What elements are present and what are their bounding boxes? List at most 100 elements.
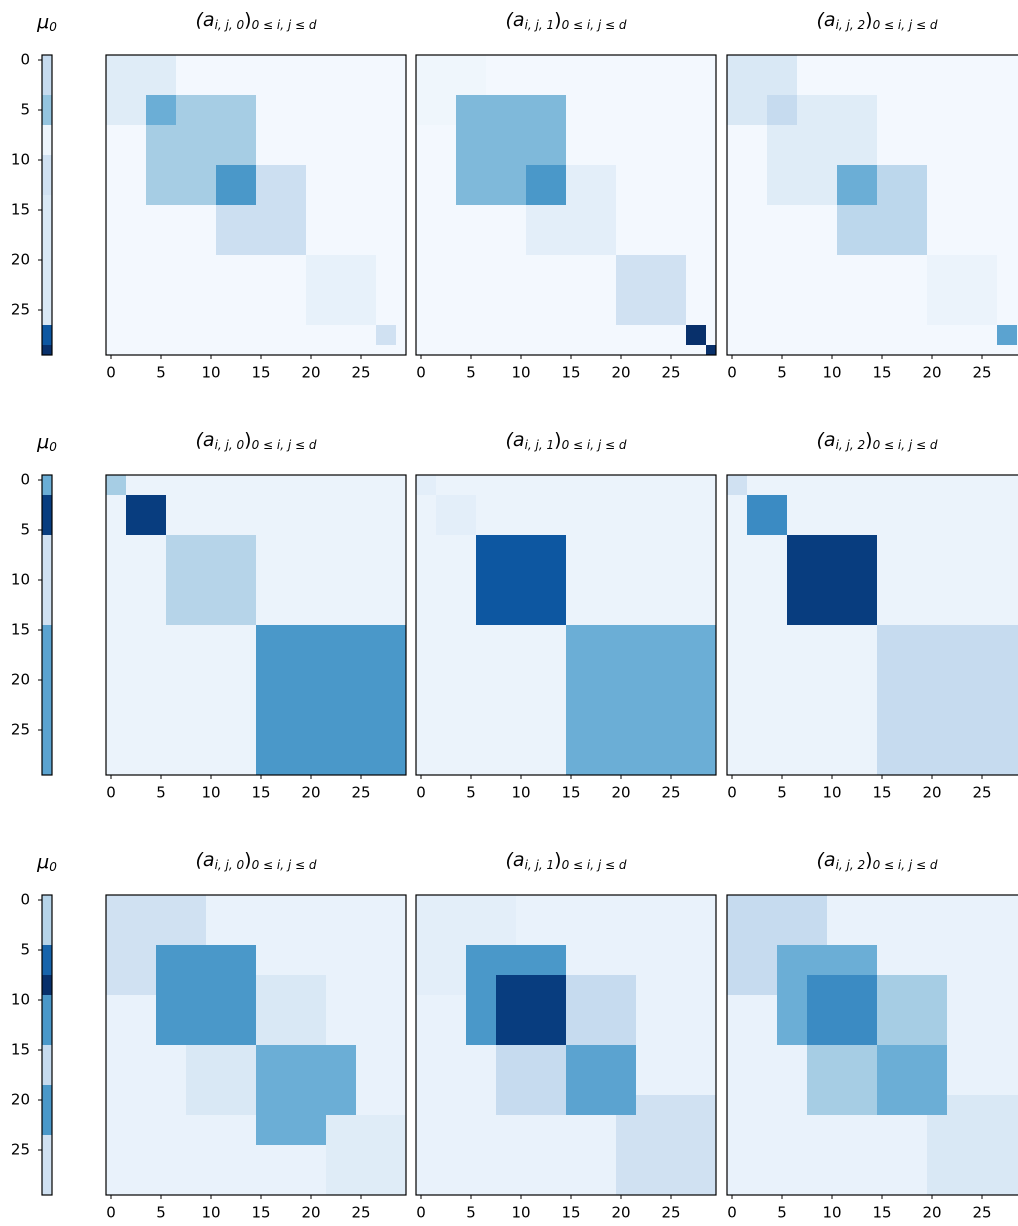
strip-cell bbox=[42, 545, 52, 555]
strip-cell bbox=[42, 1035, 52, 1045]
x-tick-label: 5 bbox=[777, 1204, 787, 1222]
x-tick-label: 20 bbox=[611, 1204, 630, 1222]
heatmap-block bbox=[877, 625, 1018, 775]
x-tick-label: 5 bbox=[777, 364, 787, 382]
x-tick-label: 10 bbox=[201, 1204, 220, 1222]
strip-cell bbox=[42, 1005, 52, 1015]
heatmap-block bbox=[636, 1095, 716, 1195]
heatmap-block bbox=[496, 1045, 566, 1115]
strip-cell bbox=[42, 1125, 52, 1135]
x-tick-label: 10 bbox=[511, 1204, 530, 1222]
y-tick-label: 20 bbox=[11, 251, 30, 269]
title-text: (a bbox=[196, 9, 215, 31]
x-tick-label: 20 bbox=[301, 784, 320, 802]
strip-cell bbox=[42, 895, 52, 905]
x-tick-label: 15 bbox=[872, 364, 891, 382]
heatmap-block bbox=[256, 625, 406, 775]
title-subscript: 0 bbox=[49, 20, 57, 34]
x-tick-label: 25 bbox=[972, 1204, 991, 1222]
strip-cell bbox=[42, 165, 52, 175]
strip-cell bbox=[42, 1165, 52, 1175]
heatmap-block bbox=[216, 165, 256, 205]
y-tick-label: 25 bbox=[11, 301, 30, 319]
x-tick-label: 15 bbox=[872, 1204, 891, 1222]
title-text: (a bbox=[506, 429, 525, 451]
x-tick-label: 5 bbox=[466, 364, 476, 382]
strip-cell bbox=[42, 55, 52, 65]
title-text: (a bbox=[817, 9, 836, 31]
title-subscript: 0 ≤ i, j ≤ d bbox=[252, 858, 317, 872]
title-subscript: i, j, 1 bbox=[525, 438, 555, 452]
panel-title: (ai, j, 0)0 ≤ i, j ≤ d bbox=[196, 849, 317, 872]
strip-cell bbox=[42, 225, 52, 235]
strip-cell bbox=[42, 135, 52, 145]
strip-cell bbox=[42, 635, 52, 645]
strip-cell bbox=[42, 905, 52, 915]
strip-cell bbox=[42, 925, 52, 935]
title-subscript: 0 bbox=[49, 860, 57, 874]
strip-frame bbox=[41, 54, 53, 356]
x-tick-label: 15 bbox=[561, 1204, 580, 1222]
strip-cell bbox=[42, 765, 52, 775]
title-text: μ bbox=[36, 851, 49, 873]
heatmap-block bbox=[566, 1045, 636, 1115]
strip-cell bbox=[42, 205, 52, 215]
title-text: μ bbox=[36, 11, 49, 33]
heatmap-block bbox=[727, 475, 747, 495]
x-tick-label: 10 bbox=[822, 364, 841, 382]
strip-cell bbox=[42, 645, 52, 655]
strip-cell bbox=[42, 185, 52, 195]
x-tick-label: 20 bbox=[922, 1204, 941, 1222]
title-text: ) bbox=[865, 9, 872, 31]
x-tick-label: 25 bbox=[972, 364, 991, 382]
heatmap-block bbox=[306, 255, 376, 325]
title-subscript: 0 ≤ i, j ≤ d bbox=[562, 18, 627, 32]
strip-cell bbox=[42, 625, 52, 635]
x-tick-label: 25 bbox=[972, 784, 991, 802]
strip-cell bbox=[42, 195, 52, 205]
strip-cell bbox=[42, 555, 52, 565]
y-tick-label: 25 bbox=[11, 721, 30, 739]
heatmap-block bbox=[947, 1095, 1018, 1195]
strip-cell bbox=[42, 1135, 52, 1145]
panel-title: (ai, j, 0)0 ≤ i, j ≤ d bbox=[196, 9, 317, 32]
strip-cell bbox=[42, 955, 52, 965]
x-tick-label: 0 bbox=[106, 1204, 116, 1222]
strip-cell bbox=[42, 75, 52, 85]
strip-cell bbox=[42, 235, 52, 245]
strip-cell bbox=[42, 1085, 52, 1095]
x-tick-label: 25 bbox=[661, 1204, 680, 1222]
strip-cell bbox=[42, 1075, 52, 1085]
heatmap-block bbox=[126, 495, 166, 535]
heatmap-block bbox=[106, 475, 126, 495]
strip-cell bbox=[42, 605, 52, 615]
strip-frame bbox=[41, 474, 53, 776]
heatmap-frame bbox=[726, 474, 1018, 776]
heatmap-frame bbox=[726, 894, 1018, 1196]
strip-cell bbox=[42, 745, 52, 755]
strip-cell bbox=[42, 575, 52, 585]
panel-title: (ai, j, 0)0 ≤ i, j ≤ d bbox=[196, 429, 317, 452]
strip-cell bbox=[42, 615, 52, 625]
title-text: ) bbox=[554, 429, 561, 451]
strip-cell bbox=[42, 705, 52, 715]
y-tick-label: 10 bbox=[11, 571, 30, 589]
strip-cell bbox=[42, 125, 52, 135]
panel-title: (ai, j, 1)0 ≤ i, j ≤ d bbox=[506, 849, 627, 872]
panel-title: (ai, j, 2)0 ≤ i, j ≤ d bbox=[817, 849, 938, 872]
y-tick-label: 25 bbox=[11, 1141, 30, 1159]
heatmap-block bbox=[326, 1115, 406, 1195]
strip-cell bbox=[42, 935, 52, 945]
x-tick-label: 10 bbox=[511, 364, 530, 382]
strip-cell bbox=[42, 145, 52, 155]
title-subscript: i, j, 0 bbox=[215, 858, 245, 872]
heatmap-block bbox=[807, 1045, 877, 1115]
y-tick-label: 10 bbox=[11, 151, 30, 169]
panel-title: (ai, j, 2)0 ≤ i, j ≤ d bbox=[817, 9, 938, 32]
strip-cell bbox=[42, 755, 52, 765]
heatmap-block bbox=[146, 95, 176, 125]
strip-cell bbox=[42, 1175, 52, 1185]
y-tick-label: 0 bbox=[20, 51, 30, 69]
heatmap-frame bbox=[726, 54, 1018, 356]
x-tick-label: 0 bbox=[727, 364, 737, 382]
